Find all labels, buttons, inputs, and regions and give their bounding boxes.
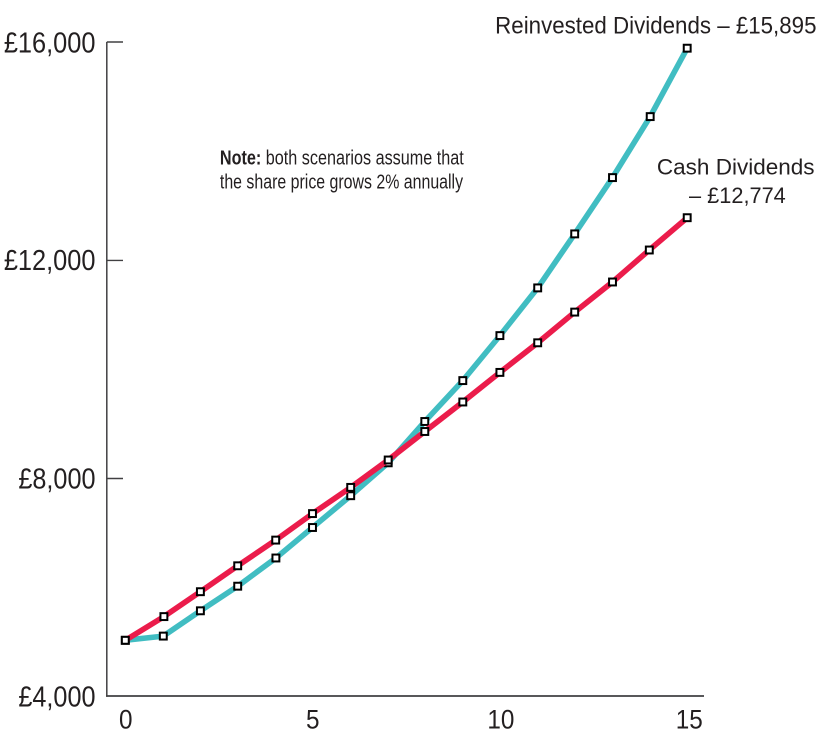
svg-text:£8,000: £8,000 — [18, 462, 95, 495]
svg-text:£16,000: £16,000 — [4, 26, 96, 59]
svg-text:15: 15 — [676, 705, 703, 734]
svg-text:the share price grows 2% annua: the share price grows 2% annually — [220, 171, 464, 193]
svg-text:Reinvested Dividends – £15,895: Reinvested Dividends – £15,895 — [495, 12, 816, 39]
svg-text:5: 5 — [306, 705, 320, 734]
svg-text:Note: both scenarios assume th: Note: both scenarios assume that — [220, 146, 464, 169]
svg-text:0: 0 — [119, 705, 133, 734]
svg-text:£4,000: £4,000 — [18, 680, 95, 713]
svg-text:£12,000: £12,000 — [4, 244, 96, 277]
svg-text:Cash Dividends: Cash Dividends — [657, 154, 815, 179]
svg-text:– £12,774: – £12,774 — [689, 183, 786, 208]
svg-text:10: 10 — [487, 705, 514, 734]
